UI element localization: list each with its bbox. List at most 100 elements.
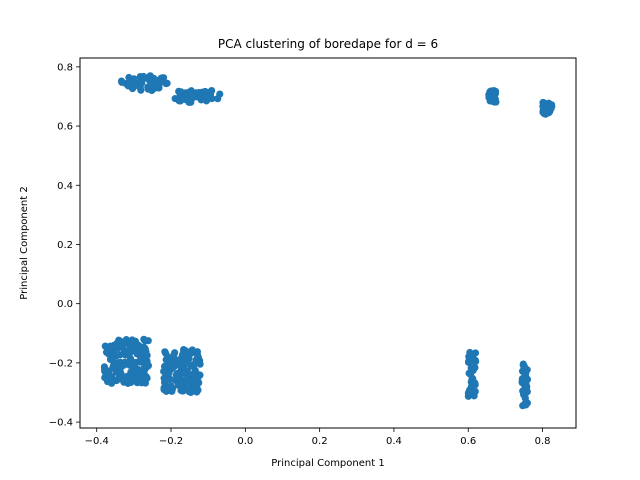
data-point	[132, 347, 140, 356]
x-axis-label: Principal Component 1	[271, 458, 384, 469]
points-layer	[100, 72, 556, 410]
data-point	[140, 364, 148, 372]
data-point	[133, 379, 141, 387]
data-point	[147, 81, 155, 89]
data-point	[123, 372, 131, 380]
data-point	[471, 356, 480, 364]
x-tick-label: −0.4	[85, 436, 109, 447]
data-point	[173, 370, 181, 378]
data-point	[126, 78, 134, 86]
data-point	[139, 72, 148, 81]
data-point	[467, 385, 475, 394]
data-point	[181, 95, 189, 104]
data-point	[521, 400, 529, 408]
plot-frame	[79, 57, 577, 429]
data-point	[176, 355, 184, 363]
data-point	[100, 366, 109, 374]
data-point	[125, 378, 133, 387]
data-point	[188, 346, 196, 354]
cluster-3	[485, 87, 500, 106]
cluster-4	[539, 98, 556, 118]
y-tick-label: 0.6	[57, 122, 73, 133]
data-point	[143, 374, 151, 382]
data-point	[113, 339, 121, 348]
y-axis-ticks: −0.4 −0.2 0.0 0.2 0.4 0.6 0.8	[49, 62, 80, 429]
data-point	[167, 382, 175, 390]
y-tick-label: −0.2	[49, 358, 73, 369]
x-tick-label: 0.0	[237, 436, 253, 447]
x-tick-label: 0.2	[312, 436, 328, 447]
cluster-7	[464, 348, 480, 400]
y-tick-label: 0.4	[57, 181, 73, 192]
data-point	[132, 369, 140, 378]
data-point	[107, 373, 116, 381]
data-point	[122, 348, 131, 356]
data-point	[117, 77, 126, 85]
data-point	[175, 88, 183, 96]
data-point	[144, 337, 152, 345]
data-point	[187, 98, 195, 106]
data-point	[467, 364, 475, 372]
cluster-6	[160, 345, 204, 397]
x-tick-label: 0.6	[460, 436, 476, 447]
y-tick-label: −0.4	[49, 418, 73, 429]
x-tick-label: 0.8	[535, 436, 551, 447]
data-point	[177, 375, 185, 383]
data-point	[187, 87, 195, 95]
y-tick-label: 0.8	[57, 62, 73, 73]
data-point	[521, 369, 530, 377]
data-point	[108, 350, 116, 358]
data-point	[115, 374, 123, 382]
y-axis-label: Principal Component 2	[19, 186, 30, 299]
data-point	[191, 360, 199, 368]
data-point	[464, 358, 473, 366]
data-point	[184, 359, 193, 368]
data-point	[539, 102, 547, 110]
data-point	[108, 379, 116, 387]
data-point	[523, 376, 531, 384]
data-point	[519, 387, 527, 395]
data-point	[168, 359, 176, 367]
data-point	[468, 376, 476, 385]
data-point	[519, 361, 527, 369]
data-point	[164, 353, 172, 361]
data-point	[194, 374, 202, 382]
data-point	[193, 93, 201, 101]
data-point	[171, 349, 179, 357]
x-axis-ticks: −0.4 −0.2 0.0 0.2 0.4 0.6 0.8	[85, 428, 551, 447]
cluster-8	[518, 360, 532, 410]
data-point	[466, 348, 474, 357]
cluster-2	[171, 86, 224, 106]
data-point	[165, 369, 173, 377]
data-point	[166, 375, 174, 383]
data-point	[119, 340, 127, 348]
cluster-1	[117, 72, 171, 95]
data-point	[116, 367, 124, 375]
data-point	[163, 79, 171, 87]
chart-title: PCA clustering of boredape for d = 6	[218, 37, 438, 51]
data-point	[121, 358, 129, 366]
data-point	[540, 108, 548, 117]
data-point	[490, 96, 498, 104]
data-point	[191, 379, 200, 388]
data-point	[131, 337, 139, 345]
data-point	[109, 364, 117, 372]
data-point	[490, 90, 499, 98]
cluster-5	[100, 335, 153, 387]
data-point	[194, 353, 202, 362]
data-point	[154, 76, 162, 85]
data-point	[214, 95, 222, 103]
data-point	[140, 347, 148, 355]
data-point	[138, 79, 146, 87]
data-point	[547, 105, 555, 113]
y-tick-label: 0.0	[57, 299, 73, 310]
y-tick-label: 0.2	[57, 240, 73, 251]
data-point	[185, 388, 193, 396]
data-point	[128, 362, 136, 370]
data-point	[203, 94, 211, 102]
x-tick-label: 0.4	[386, 436, 402, 447]
x-tick-label: −0.2	[159, 436, 183, 447]
data-point	[177, 386, 185, 395]
